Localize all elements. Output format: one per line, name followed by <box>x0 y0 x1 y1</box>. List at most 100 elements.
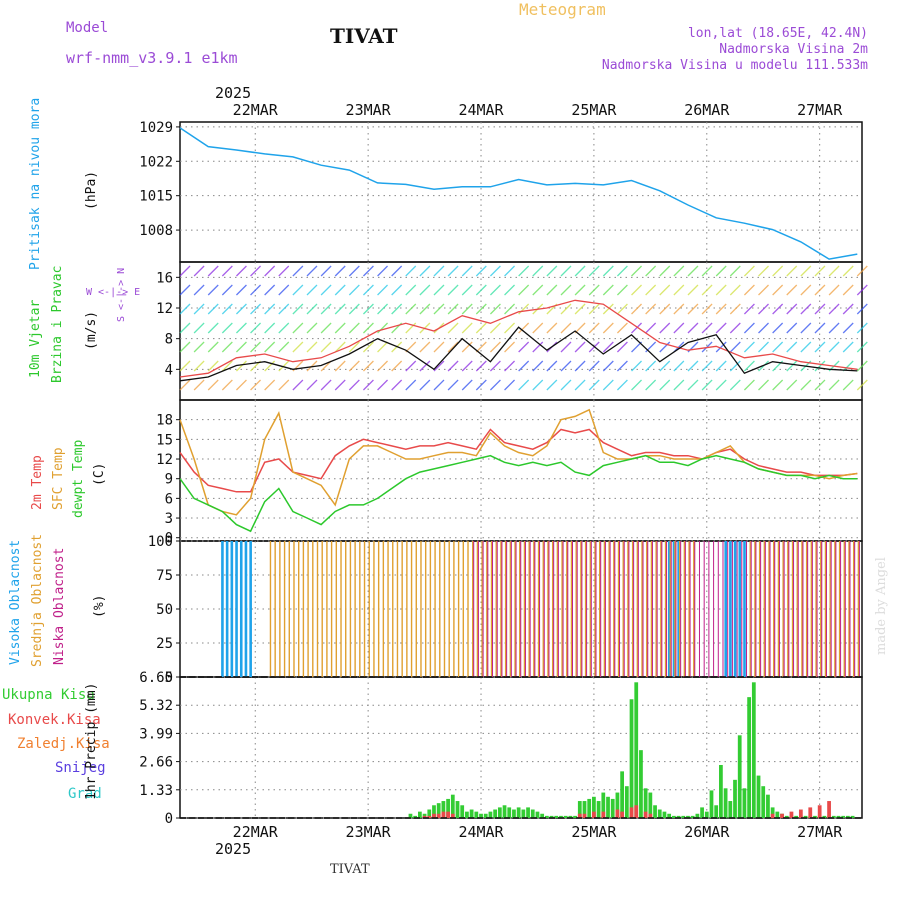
precip-legend-total: Ukupna Kisa <box>2 687 95 703</box>
wind-barb <box>659 284 671 296</box>
wind-barb <box>504 322 515 334</box>
wind-barb <box>207 303 219 315</box>
precip-unit: 1hr Precip (mm) <box>84 682 99 800</box>
cloud-mid-bar <box>467 541 469 677</box>
precip-total-bar <box>483 813 488 818</box>
cloud-mid-bar <box>354 541 356 677</box>
precip-total-bar <box>714 805 719 818</box>
wind-barb <box>447 379 459 391</box>
wind-barb <box>631 379 642 391</box>
wind-barb <box>715 322 727 334</box>
wind-barb <box>334 322 346 334</box>
wind-barb <box>405 341 417 353</box>
cloud-mid-bar <box>392 541 394 677</box>
precip-total-bar <box>719 764 723 818</box>
cloud-mid-bar <box>791 541 794 677</box>
y-tick-label-temp: 9 <box>165 472 173 488</box>
cloud-low-bar <box>675 541 677 677</box>
wind-barb <box>278 322 290 334</box>
wind-barb <box>348 303 360 315</box>
wind-barb <box>405 322 417 334</box>
precip-total-bar <box>700 807 704 818</box>
wind-barb <box>532 322 544 334</box>
wind-barb <box>207 341 219 353</box>
precip-total-bar <box>606 796 610 818</box>
wind-barb <box>715 284 727 296</box>
cloud-low-bar <box>619 541 621 677</box>
wind-barb <box>405 360 417 372</box>
cloud-low-bar <box>623 541 625 677</box>
precip-total-bar <box>587 798 592 818</box>
cloud-mid-bar <box>824 541 827 677</box>
cloud-high-bar <box>743 541 746 677</box>
wind-barb <box>475 360 487 372</box>
wind-barb <box>221 303 233 315</box>
cloud-mid-bar <box>443 541 446 677</box>
wind-barb <box>419 379 431 391</box>
location-coords: lon,lat (18.65E, 42.4N) <box>687 26 868 41</box>
axis-ticks: 1008 1015 1022 1029 4 8 12 16 0 3 6 9 12 15 18 0 25 50 75 1… <box>139 101 843 841</box>
cloud-mid-bar <box>335 541 338 677</box>
model-elevation: Nadmorska Visina u modelu 111.533m <box>601 58 868 73</box>
wind-barb <box>334 379 346 391</box>
cloud-mid-bar <box>838 541 841 677</box>
wind-barb <box>588 284 600 296</box>
y-tick-label-pres: 1022 <box>139 154 173 170</box>
wind-barb <box>306 341 318 353</box>
cloud-low-bar <box>510 541 512 677</box>
wind-barb <box>221 379 233 391</box>
wind-barb <box>715 303 727 315</box>
wind-barb <box>687 360 699 372</box>
cloud-high-bar <box>244 541 248 677</box>
wind-barb <box>461 284 473 296</box>
wind-barb <box>348 341 360 353</box>
cloud-mid-bar <box>834 541 836 677</box>
wind-barb <box>701 284 713 296</box>
wind-barb <box>532 341 544 353</box>
precip-total-bar <box>563 815 568 818</box>
cloud-mid-bar <box>462 541 465 677</box>
cloud-mid-bar <box>646 541 648 677</box>
cloud-low-bar <box>731 541 733 677</box>
wind-barb <box>518 379 530 391</box>
wind-barb <box>405 265 417 277</box>
y-tick-label-pres: 1029 <box>139 120 173 136</box>
wind-barb <box>786 265 798 277</box>
precip-total-bar <box>441 801 446 818</box>
cloud-low-bar <box>586 541 588 677</box>
y-tick-label-temp: 6 <box>165 491 173 507</box>
cloud-low-bar <box>604 541 606 677</box>
precip-total-bar <box>615 792 620 818</box>
precip-total-bar <box>831 815 836 818</box>
precip-total-bar <box>704 811 709 818</box>
temp-label-sfc: SFC Temp <box>51 447 66 510</box>
wind-barb <box>235 322 247 334</box>
wind-barb <box>842 303 854 315</box>
wind-barb <box>334 265 346 277</box>
cloud-low-bar <box>492 541 494 677</box>
wind-barb <box>800 322 812 334</box>
wind-barb <box>758 303 769 315</box>
wind-barb <box>235 265 247 277</box>
y-tick-label-temp: 15 <box>156 432 173 448</box>
wind-barb <box>758 341 769 353</box>
cloud-low-bar <box>595 541 597 677</box>
cloud-low-bar <box>524 541 526 677</box>
precip-total-bar <box>803 815 808 818</box>
wind-barb <box>475 303 487 315</box>
temp-label-dewpt: dewpt Temp <box>71 439 86 518</box>
cloud-low-bar <box>482 541 484 677</box>
cloud-mid-bar <box>373 541 375 677</box>
precip-legend-hail: Grad <box>68 786 102 802</box>
wind-barb <box>235 360 247 372</box>
cloud-mid-bar <box>279 541 281 677</box>
wind-barb <box>701 303 713 315</box>
precip-total-bar <box>643 788 648 818</box>
cloud-mid-bar <box>636 541 639 677</box>
cloud-low-bar <box>496 541 498 677</box>
wind-barb <box>221 341 233 353</box>
wind-barb <box>334 341 346 353</box>
cloud-mid-bar <box>584 541 587 677</box>
wind-barb <box>616 303 628 315</box>
wind-barb <box>828 341 840 353</box>
